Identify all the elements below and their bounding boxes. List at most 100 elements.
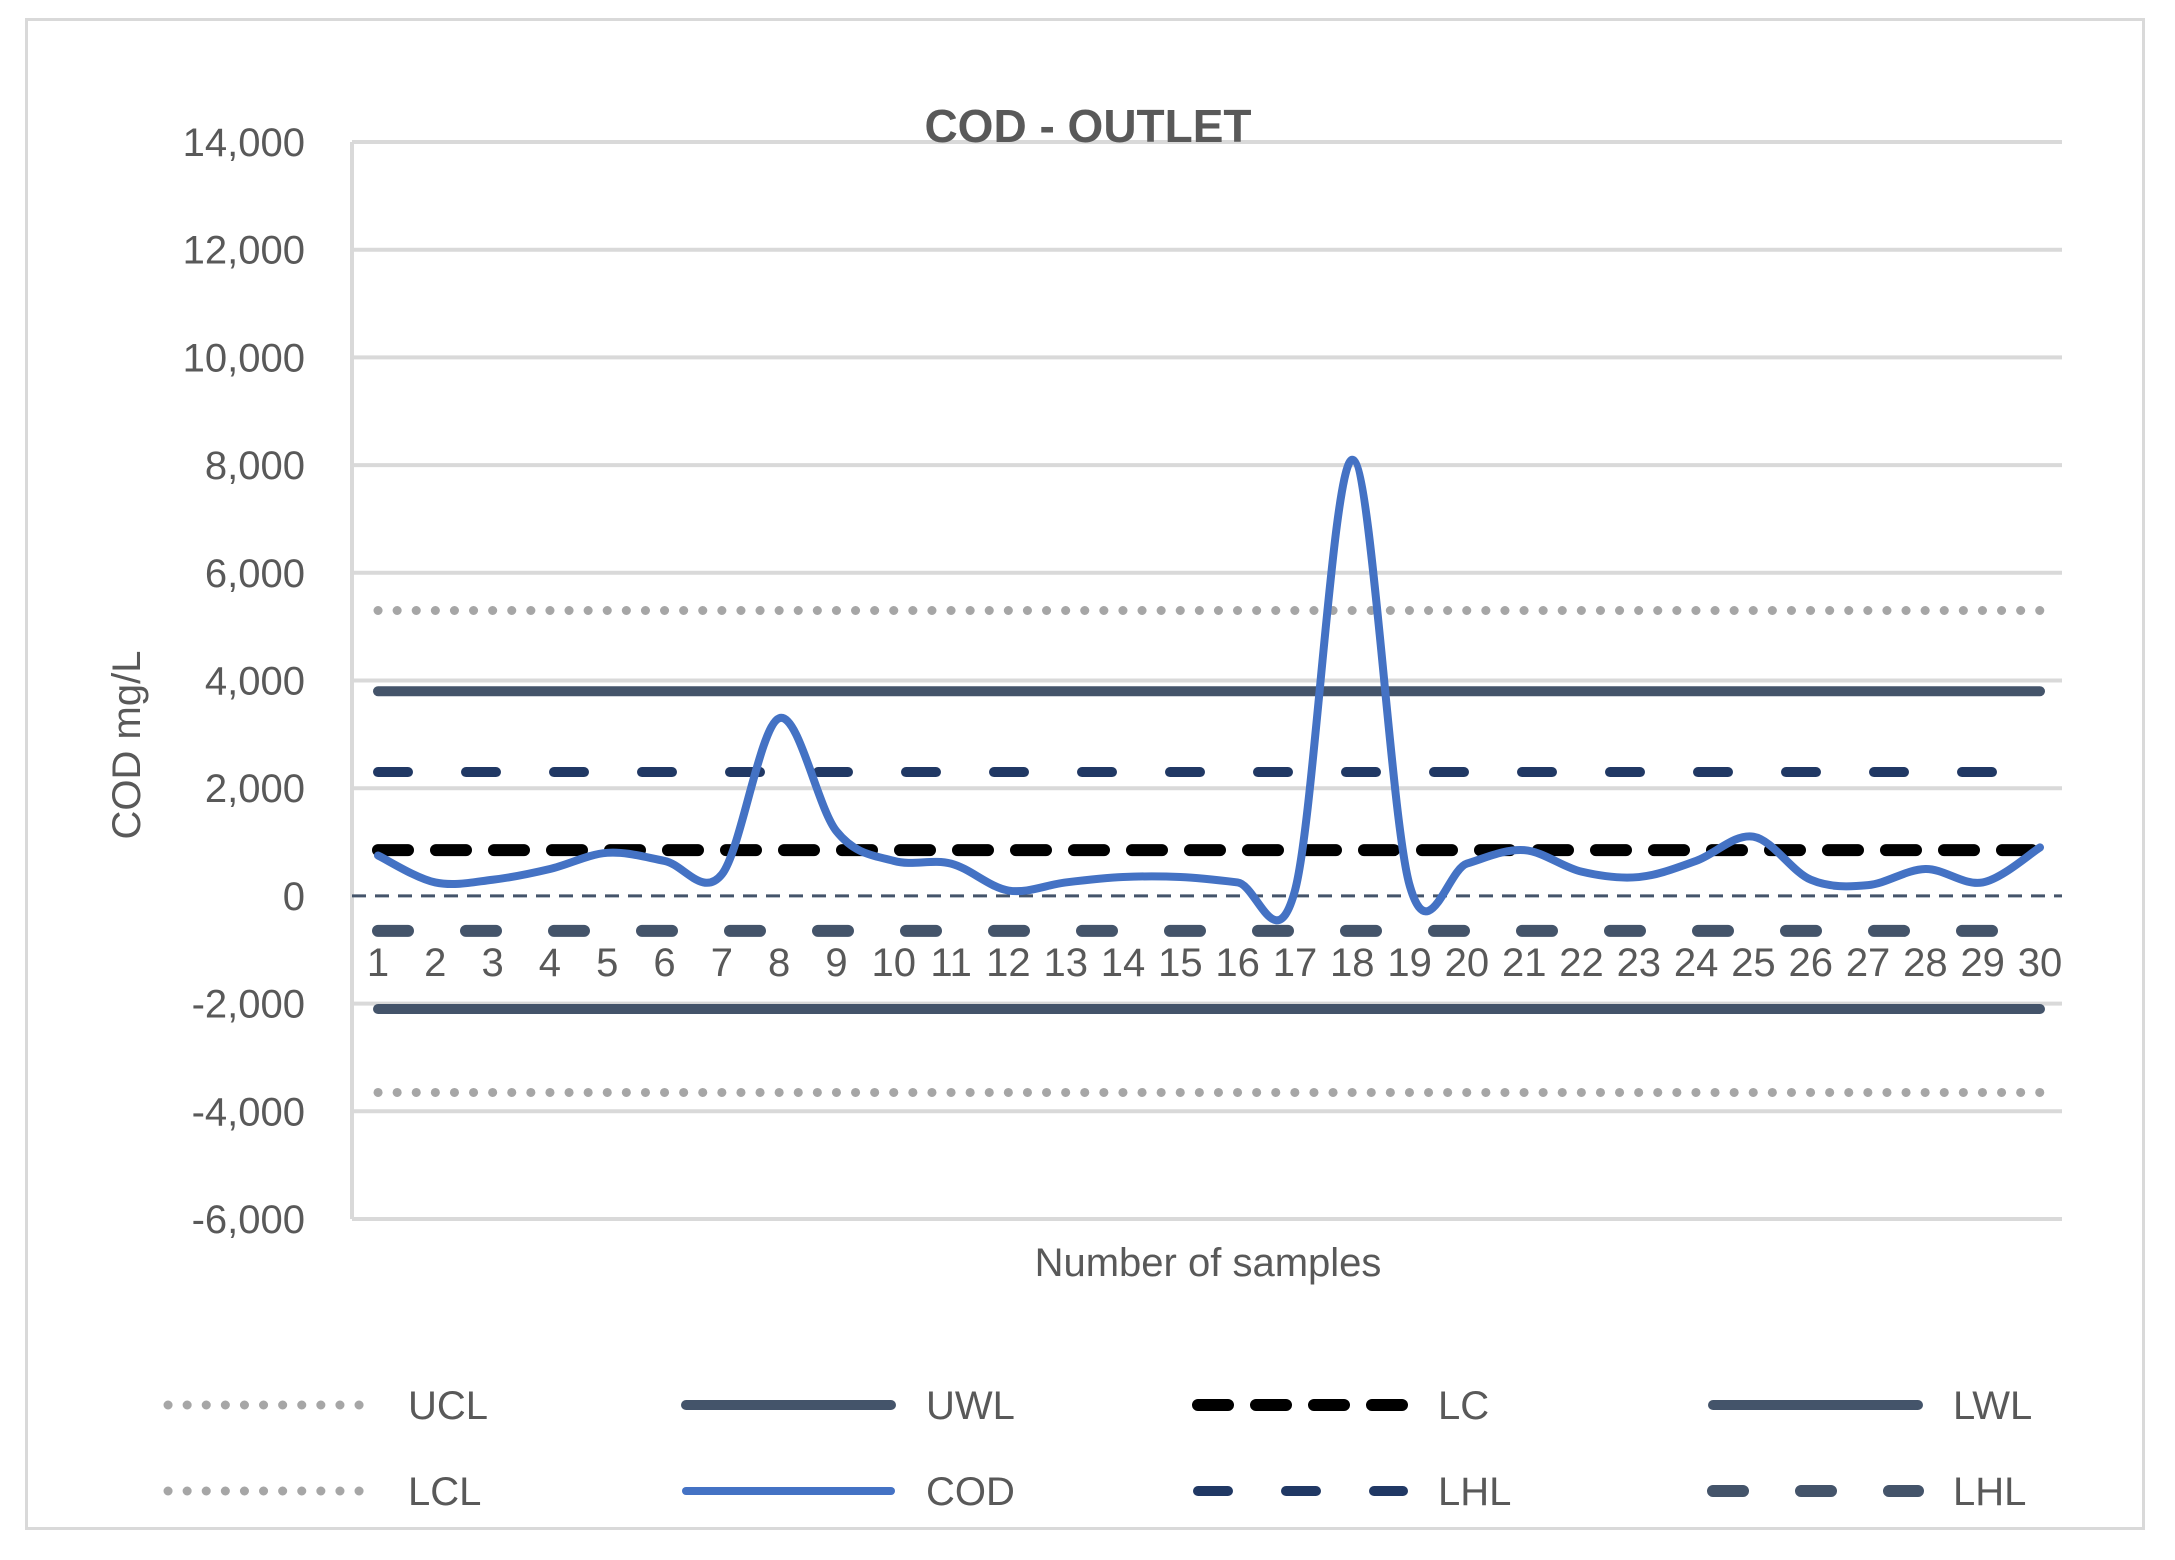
labels: 14,000 12,000 10,000 8,000 6,000 4,000 2,000 0 -… — [183, 121, 2063, 1242]
legend-label: UWL — [926, 1384, 1015, 1428]
x-tick-label: 10 — [872, 941, 917, 985]
series-lcl-4 — [373, 1087, 2045, 1097]
chart-title: COD - OUTLET — [924, 100, 1251, 152]
legend-item: UCL — [163, 1384, 488, 1428]
legend-label: UCL — [408, 1384, 488, 1428]
x-tick-label: 4 — [539, 941, 561, 985]
data-point — [2039, 771, 2041, 773]
legend-item: LC — [1192, 1384, 1489, 1428]
data-point — [1065, 930, 1067, 932]
data-point — [778, 771, 780, 773]
series-line — [374, 455, 2044, 925]
data-point — [1065, 771, 1067, 773]
data-point — [1065, 849, 1067, 851]
x-tick-label: 29 — [1960, 941, 2005, 985]
x-tick-label: 19 — [1387, 941, 1432, 985]
x-tick-label: 3 — [481, 941, 503, 985]
series-lwl-3 — [373, 1003, 2045, 1014]
series-uwl-1 — [373, 686, 2045, 697]
data-point — [1294, 930, 1296, 932]
legend-label: LCL — [408, 1470, 481, 1514]
data-point — [1810, 849, 1812, 851]
x-tick-label: 28 — [1903, 941, 1948, 985]
x-tick-label: 25 — [1731, 941, 1776, 985]
legend-item: LHL — [1193, 1470, 1511, 1514]
y-tick-label: 14,000 — [183, 121, 305, 165]
y-tick-label: 0 — [283, 875, 305, 919]
x-tick-label: 20 — [1445, 941, 1490, 985]
x-tick-label: 12 — [986, 941, 1031, 985]
series — [372, 455, 2046, 1097]
legend-label: LHL — [1438, 1470, 1511, 1514]
y-tick-label: 8,000 — [205, 444, 305, 488]
x-axis-title: Number of samples — [1035, 1241, 1382, 1285]
legend-item: UWL — [681, 1384, 1015, 1428]
data-point — [1752, 771, 1754, 773]
data-point — [1867, 849, 1869, 851]
x-tick-label: 7 — [711, 941, 733, 985]
x-tick-label: 15 — [1158, 941, 1203, 985]
x-tick-label: 8 — [768, 941, 790, 985]
x-tick-label: 21 — [1502, 941, 1547, 985]
y-axis-title: COD mg/L — [105, 651, 149, 840]
data-point — [1409, 771, 1411, 773]
data-point — [1351, 849, 1353, 851]
legend-label: COD — [926, 1470, 1015, 1514]
data-point — [1581, 771, 1583, 773]
y-tick-label: 12,000 — [183, 229, 305, 273]
data-point — [1007, 849, 1009, 851]
x-tick-label: 24 — [1674, 941, 1719, 985]
data-point — [1924, 930, 1926, 932]
data-point — [950, 849, 952, 851]
data-point — [1695, 849, 1697, 851]
data-point — [1867, 771, 1869, 773]
x-tick-label: 26 — [1789, 941, 1834, 985]
data-point — [893, 930, 895, 932]
legend-item: LWL — [1708, 1384, 2032, 1428]
data-point — [950, 771, 952, 773]
data-point — [434, 771, 436, 773]
data-point — [1122, 930, 1124, 932]
data-point — [1122, 771, 1124, 773]
data-point — [1982, 849, 1984, 851]
data-point — [1237, 849, 1239, 851]
x-tick-label: 17 — [1273, 941, 1318, 985]
x-tick-label: 14 — [1101, 941, 1146, 985]
x-tick-label: 11 — [930, 941, 972, 985]
data-point — [1237, 930, 1239, 932]
legend-item: LHL — [1707, 1470, 2026, 1514]
x-tick-label: 16 — [1215, 941, 1260, 985]
x-tick-label: 13 — [1043, 941, 1088, 985]
x-tick-label: 6 — [653, 941, 675, 985]
legend-label: LWL — [1953, 1384, 2032, 1428]
data-point — [2039, 930, 2041, 932]
x-tick-label: 27 — [1846, 941, 1891, 985]
data-point — [606, 930, 608, 932]
y-tick-label: 4,000 — [205, 660, 305, 704]
x-tick-label: 2 — [424, 941, 446, 985]
gridlines — [352, 140, 2062, 1221]
data-point — [1752, 849, 1754, 851]
data-point — [893, 771, 895, 773]
x-tick-label: 18 — [1330, 941, 1375, 985]
legend: UCL UWL LC LWL LCL COD LHL LHL — [163, 1384, 2032, 1514]
data-point — [434, 930, 436, 932]
series-ucl-0 — [373, 605, 2045, 615]
y-tick-label: 10,000 — [183, 336, 305, 380]
x-tick-label: 5 — [596, 941, 618, 985]
series-lhl-6 — [373, 767, 2045, 778]
y-tick-label: 6,000 — [205, 552, 305, 596]
data-point — [1924, 849, 1926, 851]
data-point — [1179, 849, 1181, 851]
data-point — [1638, 849, 1640, 851]
series-lhl-7 — [372, 924, 2046, 937]
data-point — [1752, 930, 1754, 932]
x-tick-label: 1 — [367, 941, 389, 985]
legend-item: COD — [682, 1470, 1015, 1514]
y-tick-label: 2,000 — [205, 767, 305, 811]
y-tick-label: -4,000 — [192, 1090, 305, 1134]
data-point — [721, 771, 723, 773]
series-lc-2 — [372, 844, 2046, 857]
legend-label: LHL — [1953, 1470, 2026, 1514]
